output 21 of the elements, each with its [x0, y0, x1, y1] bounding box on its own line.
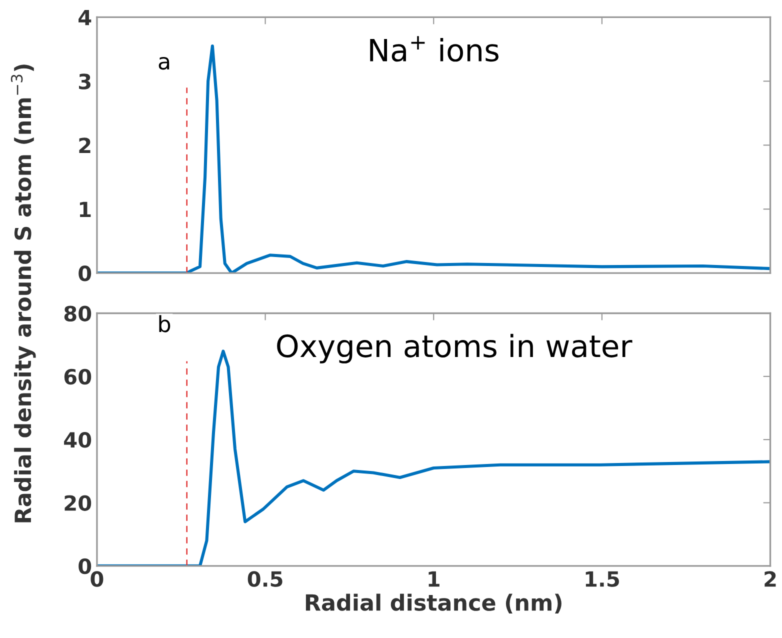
x-tick-label: 0.5 [248, 571, 282, 587]
y-tick-label: 20 [64, 495, 92, 511]
y-tick-label: 80 [64, 306, 92, 322]
y-tick-label: 4 [78, 10, 92, 26]
annotation: Oxygen atoms in water [277, 334, 632, 364]
y-tick-label: 0 [78, 558, 92, 574]
y-tick-label: 40 [64, 432, 92, 448]
x-tick-label: 2 [764, 571, 776, 587]
y-tick-label: 3 [79, 74, 90, 90]
x-tick-label: 0 [90, 571, 104, 587]
annotation: b [159, 315, 170, 332]
y-tick-label: 60 [64, 368, 92, 385]
annotation: a [158, 56, 170, 70]
y-tick-label: 2 [79, 138, 90, 154]
x-tick-label: 1.5 [586, 571, 619, 587]
annotation: Na$^{+}$ ions [370, 36, 498, 62]
x-axis-title: Radial distance (nm) [306, 594, 562, 614]
y-axis-title: Radial density around S atom (nm$^{−3}$) [10, 64, 36, 522]
y-tick-label: 0 [78, 266, 92, 282]
y-tick-label: 1 [80, 202, 91, 218]
x-tick-label: 1 [428, 571, 440, 587]
